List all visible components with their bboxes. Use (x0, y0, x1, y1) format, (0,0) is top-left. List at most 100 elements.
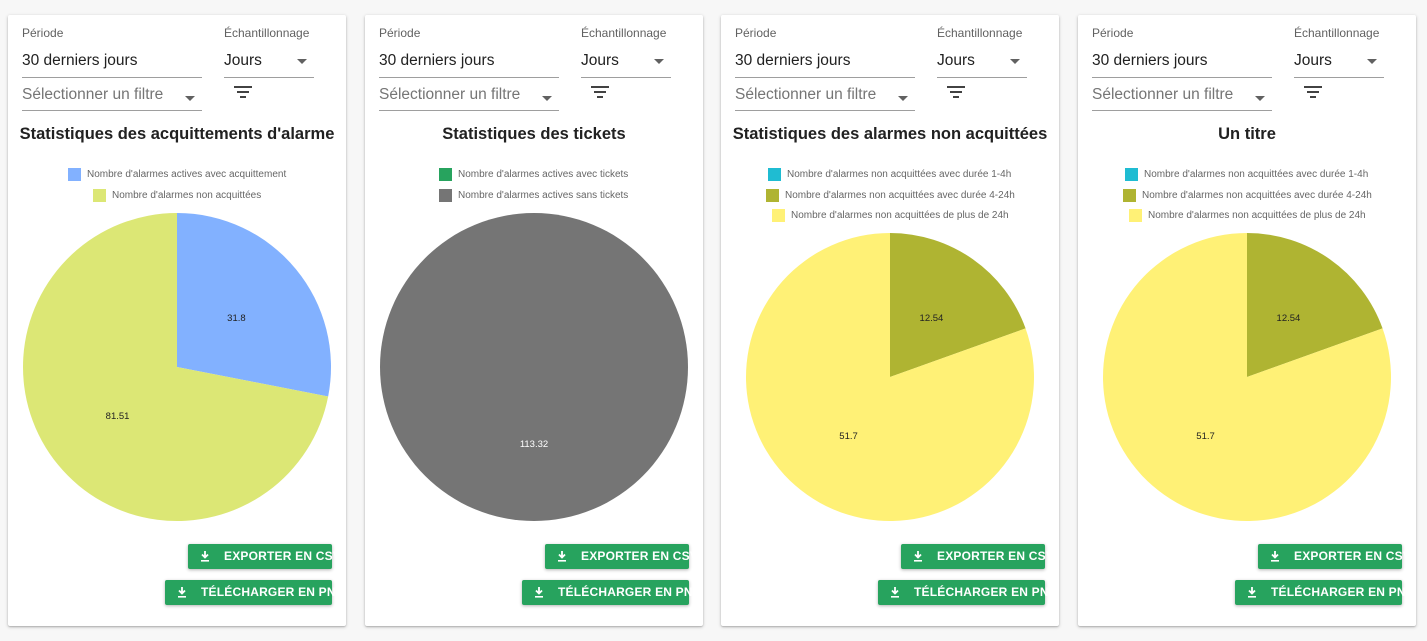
chart-title: Un titre (1218, 125, 1276, 143)
filter-select[interactable]: Sélectionner un filtre (735, 86, 915, 111)
filter-placeholder: Sélectionner un filtre (1092, 86, 1234, 103)
download-png-label: TÉLÉCHARGER EN PNG (201, 585, 346, 599)
legend-item[interactable]: Nombre d'alarmes actives sans tickets (439, 188, 629, 203)
sampling-underline (937, 77, 1027, 78)
chevron-down-icon (297, 59, 307, 64)
slice-value-label: 31.8 (227, 313, 246, 324)
filter-list-icon[interactable] (591, 85, 611, 101)
slice-value-label: 113.32 (520, 439, 548, 450)
export-csv-button[interactable]: EXPORTER EN CSV (901, 544, 1054, 569)
download-icon (556, 550, 568, 562)
chart-title: Statistiques des tickets (442, 125, 626, 143)
legend-item[interactable]: Nombre d'alarmes actives avec tickets (439, 168, 629, 182)
legend-label: Nombre d'alarmes actives sans tickets (458, 189, 629, 201)
stats-widget-card: Période 30 derniers jours Échantillonnage J… (365, 15, 703, 626)
export-csv-button[interactable]: EXPORTER EN CSV (545, 544, 698, 569)
legend-swatch (93, 188, 106, 202)
period-select[interactable]: Période 30 derniers jours (379, 26, 559, 78)
download-png-label: TÉLÉCHARGER EN PNG (914, 585, 1059, 599)
export-csv-button[interactable]: EXPORTER EN CSV (1258, 544, 1411, 569)
download-png-button[interactable]: TÉLÉCHARGER EN PNG (522, 580, 702, 605)
period-underline (735, 77, 915, 78)
legend-swatch (772, 209, 785, 222)
export-csv-label: EXPORTER EN CSV (224, 549, 342, 563)
pie-slice[interactable] (22, 213, 329, 521)
legend-label: Nombre d'alarmes non acquittées avec dur… (1144, 169, 1369, 180)
pie-chart: 113.32 (380, 213, 688, 521)
legend-item[interactable]: Nombre d'alarmes non acquittées avec dur… (1123, 188, 1372, 203)
chart-title: Statistiques des acquittements d'alarme (19, 125, 335, 143)
legend-item[interactable]: Nombre d'alarmes actives avec acquitteme… (68, 168, 287, 182)
pie-slice[interactable] (177, 213, 331, 397)
legend-label: Nombre d'alarmes non acquittées de plus … (1148, 210, 1366, 221)
download-png-button[interactable]: TÉLÉCHARGER EN PNG (1235, 580, 1415, 605)
filter-underline (379, 110, 559, 111)
filter-select[interactable]: Sélectionner un filtre (22, 86, 202, 111)
sampling-value: Jours (1294, 52, 1332, 69)
period-label: Période (735, 26, 777, 40)
stats-widget-card: Période 30 derniers jours Échantillonnage J… (8, 15, 346, 626)
legend-swatch (768, 168, 781, 181)
filter-underline (22, 110, 202, 111)
download-icon (889, 586, 901, 598)
period-select[interactable]: Période 30 derniers jours (1092, 26, 1272, 78)
filter-select[interactable]: Sélectionner un filtre (1092, 86, 1272, 111)
period-label: Période (1092, 26, 1134, 40)
chevron-down-icon (542, 96, 552, 101)
sampling-label: Échantillonnage (224, 26, 310, 40)
period-select[interactable]: Période 30 derniers jours (22, 26, 202, 78)
chevron-down-icon (1255, 96, 1265, 101)
legend-swatch (68, 168, 81, 181)
legend-label: Nombre d'alarmes non acquittées avec dur… (785, 189, 1015, 201)
legend-swatch (439, 188, 452, 202)
download-icon (533, 586, 545, 598)
legend-item[interactable]: Nombre d'alarmes non acquittées de plus … (1129, 209, 1366, 223)
filter-list-icon[interactable] (1304, 85, 1324, 101)
sampling-value: Jours (937, 52, 975, 69)
legend-item[interactable]: Nombre d'alarmes non acquittées de plus … (772, 209, 1009, 223)
legend-label: Nombre d'alarmes non acquittées (112, 189, 262, 201)
download-icon (1269, 550, 1281, 562)
stats-widget-card: Période 30 derniers jours Échantillonnage J… (1078, 15, 1416, 626)
pie-slice[interactable] (746, 233, 1034, 521)
sampling-select[interactable]: Échantillonnage Jours (581, 26, 671, 78)
pie-chart: 31.8 81.51 (22, 213, 331, 521)
sampling-select[interactable]: Échantillonnage Jours (1294, 26, 1384, 78)
export-csv-button[interactable]: EXPORTER EN CSV (188, 544, 341, 569)
filter-list-icon[interactable] (234, 85, 254, 101)
legend-swatch (1129, 209, 1142, 222)
download-png-label: TÉLÉCHARGER EN PNG (1271, 585, 1416, 599)
slice-value-label: 81.51 (106, 411, 130, 422)
pie-chart: 12.54 51.7 (1103, 233, 1391, 521)
filter-underline (1092, 110, 1272, 111)
period-underline (379, 77, 559, 78)
period-select[interactable]: Période 30 derniers jours (735, 26, 915, 78)
download-png-button[interactable]: TÉLÉCHARGER EN PNG (878, 580, 1058, 605)
chevron-down-icon (654, 59, 664, 64)
legend-swatch (439, 168, 452, 181)
sampling-label: Échantillonnage (937, 26, 1023, 40)
filter-select[interactable]: Sélectionner un filtre (379, 86, 559, 111)
pie-slice[interactable] (890, 233, 1026, 377)
legend-item[interactable]: Nombre d'alarmes non acquittées avec dur… (768, 168, 1012, 182)
filter-list-icon[interactable] (947, 85, 967, 101)
legend-item[interactable]: Nombre d'alarmes non acquittées avec dur… (766, 188, 1015, 203)
sampling-value: Jours (581, 52, 619, 69)
filter-placeholder: Sélectionner un filtre (22, 86, 164, 103)
legend-label: Nombre d'alarmes non acquittées de plus … (791, 210, 1009, 221)
sampling-select[interactable]: Échantillonnage Jours (937, 26, 1027, 78)
download-png-button[interactable]: TÉLÉCHARGER EN PNG (165, 580, 345, 605)
download-icon (912, 550, 924, 562)
pie-slice[interactable] (380, 213, 688, 521)
download-icon (176, 586, 188, 598)
legend-label: Nombre d'alarmes actives avec acquitteme… (87, 169, 287, 180)
legend-item[interactable]: Nombre d'alarmes non acquittées (93, 188, 262, 203)
chart-title: Statistiques des alarmes non acquittées (732, 125, 1048, 143)
sampling-label: Échantillonnage (581, 26, 667, 40)
sampling-select[interactable]: Échantillonnage Jours (224, 26, 314, 78)
pie-slice[interactable] (1247, 233, 1383, 377)
stats-widget-card: Période 30 derniers jours Échantillonnage J… (721, 15, 1059, 626)
slice-value-label: 12.54 (920, 313, 944, 324)
legend-item[interactable]: Nombre d'alarmes non acquittées avec dur… (1125, 168, 1369, 182)
pie-slice[interactable] (1103, 233, 1391, 521)
